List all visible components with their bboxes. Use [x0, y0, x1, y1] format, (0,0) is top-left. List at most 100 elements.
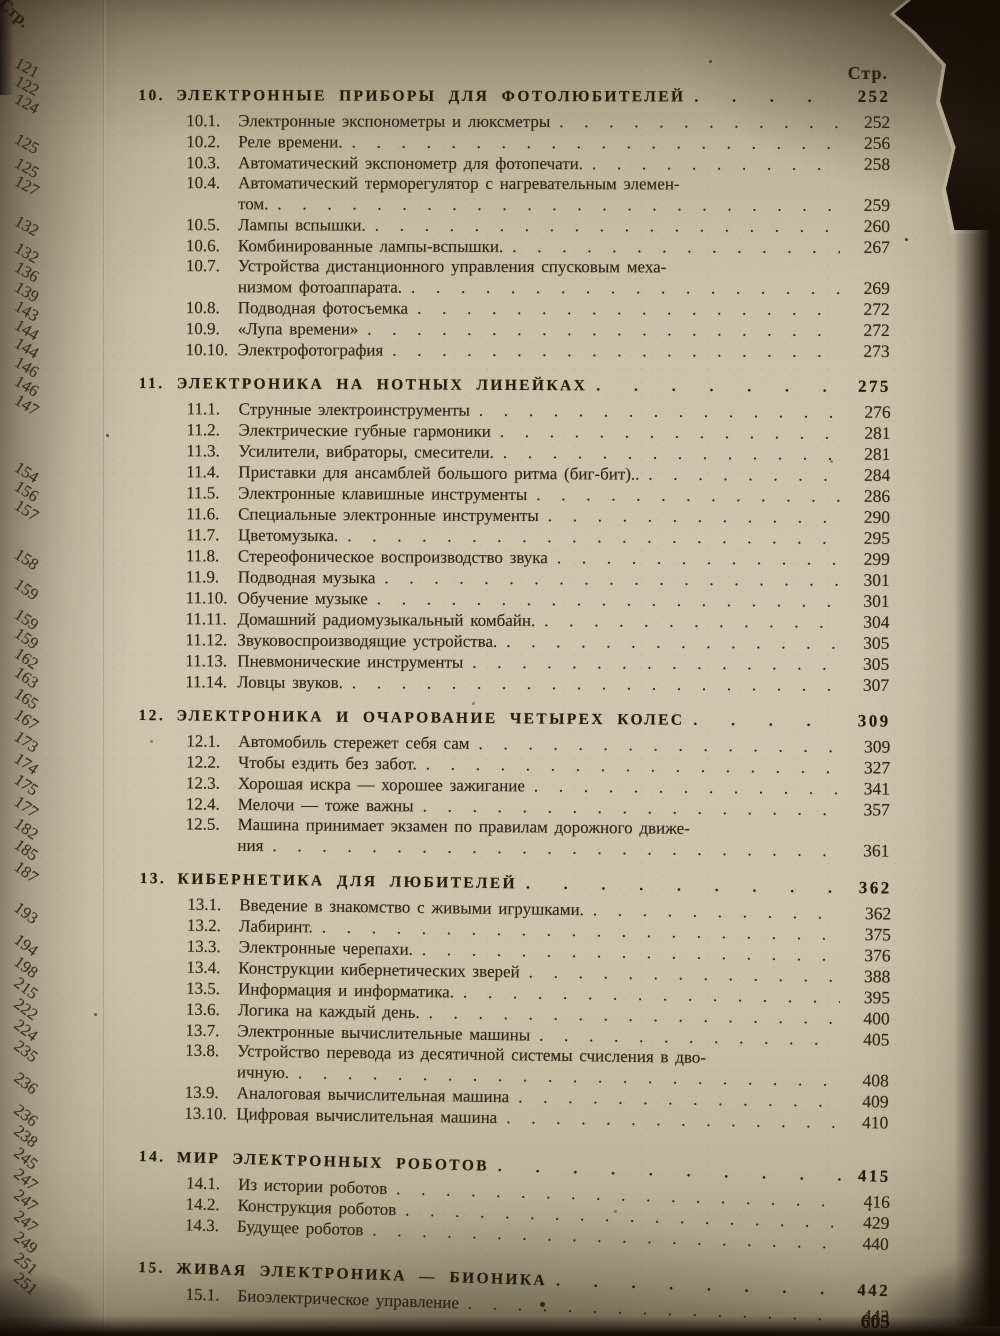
- toc-item-number: 11.6.: [186, 504, 220, 524]
- toc-item-number: 11.2.: [186, 420, 220, 440]
- dot-leader: . . . . . . . . . . . . . . . . . . . . …: [536, 485, 841, 507]
- toc-item-title: Специальные электронные инструменты: [238, 504, 539, 526]
- toc-item-title: Устройства дистанционного управления спу…: [237, 256, 667, 277]
- toc-chapter-title: ЭЛЕКТРОНИКА НА НОТНЫХ ЛИНЕЙКАХ: [176, 375, 588, 395]
- toc-item-number: 14.2.: [185, 1194, 220, 1215]
- toc-item-title: «Лупа времени»: [237, 319, 359, 339]
- dot-leader: . . . . . . . . . . . . . . . . . . . . …: [376, 589, 840, 611]
- dot-leader: . . . . . . . . . . . . . . . . . . . . …: [367, 319, 839, 341]
- toc-item-page: 305: [863, 632, 890, 653]
- toc-item: 11.2. Электрические губные гармоники . . .…: [138, 419, 890, 444]
- toc-item-number: 13.10.: [184, 1103, 227, 1124]
- toc-chapter-heading: 12. ЭЛЕКТРОНИКА И ОЧАРОВАНИЕ ЧЕТЫРЕХ КОЛЕ…: [138, 704, 890, 733]
- facing-page-number: 127: [11, 171, 43, 201]
- toc-item-title: Логика на каждый день.: [237, 1000, 420, 1022]
- toc-item-page: 256: [863, 132, 891, 153]
- toc-item-page: 375: [864, 924, 892, 945]
- toc-item-page: 301: [863, 590, 890, 611]
- toc-item-number: 11.8.: [185, 546, 220, 566]
- toc-chapter-section: 11. ЭЛЕКТРОНИКА НА НОТНЫХ ЛИНЕЙКАХ . . . .…: [137, 372, 891, 696]
- toc-item-title: Пневмонические инструменты: [237, 651, 464, 672]
- toc-chapter-page: 252: [857, 86, 891, 106]
- toc-item-number: 12.2.: [186, 752, 221, 772]
- toc-item-title: Электронные экспонометры и люксметры: [238, 111, 551, 132]
- dot-leader: . . . . . . . . . . . . . . . . . . . . …: [559, 112, 841, 133]
- toc-item-number: 11.11.: [185, 609, 227, 629]
- toc-item-number: 10.10.: [185, 340, 229, 360]
- toc-item-title-continued: ния: [237, 835, 264, 856]
- dot-leader: . . . . . . . . . . . . . . . . . . . . …: [351, 132, 841, 154]
- toc-item-title: Приставки для ансамблей большого ритма (…: [238, 462, 640, 484]
- toc-item-number: 10.7.: [185, 256, 220, 276]
- toc-item-number: 15.1.: [185, 1284, 220, 1305]
- toc-item-number: 10.2.: [186, 132, 221, 152]
- facing-page-number: 193: [10, 897, 42, 928]
- toc-item-title: Биоэлектрическое управление: [237, 1286, 460, 1313]
- facing-page-number: 236: [10, 1068, 42, 1099]
- dot-leader: . . . . . . . . . . . . . . . . . . . . …: [499, 421, 841, 444]
- dot-leader: . . . . . . . . . . . . . . . . . . . . …: [478, 733, 840, 757]
- toc-item-title-continued: том.: [238, 194, 269, 214]
- toc-chapter-number: 11.: [138, 375, 165, 393]
- toc-item-page: 410: [861, 1112, 889, 1133]
- toc-item-number: 11.4.: [186, 462, 220, 482]
- toc-item-page: 301: [863, 569, 890, 590]
- toc-item-title: Чтобы ездить без забот.: [238, 752, 417, 774]
- toc-item-title: Конструкции кибернетических зверей: [238, 958, 520, 982]
- bottom-edge-shadow: [0, 1316, 1000, 1336]
- toc-item-page: 429: [862, 1212, 890, 1233]
- toc-item-number: 11.3.: [186, 441, 220, 461]
- dot-leader: . . . . . . . . . . . . . . . . . . . . …: [596, 377, 841, 397]
- toc-item: 10.3. Автоматический экспонометр для фото…: [138, 152, 890, 175]
- dot-leader: . . . . . . . . . . . . . . . . . . . . …: [425, 754, 840, 779]
- toc-item-page: 309: [863, 736, 891, 757]
- toc-item-number: 10.5.: [185, 215, 221, 235]
- toc-item-number: 10.6.: [185, 236, 220, 256]
- toc-item-number: 10.1.: [186, 111, 221, 131]
- toc-item-page: 388: [863, 966, 891, 987]
- bottom-right-corner-shadow: [870, 1256, 1000, 1336]
- toc-item: 11.8. Стереофоническое воспроизводство зв…: [138, 545, 890, 570]
- dot-leader: . . . . . . . . . . . . . . . . . . . . …: [517, 873, 842, 898]
- toc-item-title: Автоматический терморегулятор с нагреват…: [238, 173, 680, 194]
- torn-corner-shadow: [894, 0, 1000, 230]
- toc-item-title: Комбинированные лампы-вспышки.: [237, 236, 504, 256]
- toc-content: Стр. 10. ЭЛЕКТРОННЫЕ ПРИБОРЫ ДЛЯ ФОТОЛЮБИ…: [137, 62, 892, 1334]
- dot-leader: . . . . . . . . . . . . . . . . . . . . …: [694, 88, 840, 107]
- dot-leader: . . . . . . . . . . . . . . . . . . . . …: [512, 236, 840, 258]
- toc-item-page: 260: [863, 215, 891, 236]
- toc-item: 11.7. Цветомузыка. . . . . . . . . . . . .…: [138, 524, 890, 549]
- toc-item-number: 11.13.: [185, 651, 228, 671]
- toc-item: 10.7. Устройства дистанционного управлени…: [138, 256, 890, 278]
- toc-chapter-number: 13.: [139, 870, 167, 888]
- toc-chapter-title: ЭЛЕКТРОНИКА И ОЧАРОВАНИЕ ЧЕТЫРЕХ КОЛЕС: [176, 707, 685, 729]
- toc-item-title: Звуковоспроизводящие устройства.: [237, 630, 498, 651]
- column-header-page: Стр.: [847, 63, 888, 83]
- dot-leader: . . . . . . . . . . . . . . . . . . . . …: [506, 631, 840, 654]
- toc-item: 10.5. Лампы вспышки. . . . . . . . . . . .…: [138, 214, 890, 237]
- toc-item-number: 11.10.: [185, 588, 228, 608]
- toc-item-title: Цифровая вычислительная машина: [236, 1104, 498, 1128]
- toc-item-title: Мелочи — тоже важны: [237, 794, 414, 816]
- facing-page-number: 147: [11, 390, 43, 420]
- toc-item-title: Электронные черепахи.: [238, 937, 414, 959]
- toc-item-number: 11.5.: [186, 483, 220, 503]
- dot-leader: . . . . . . . . . . . . . . . . . . . . …: [351, 673, 839, 696]
- toc-item-number: 10.3.: [186, 153, 221, 173]
- toc-item: 10.6. Комбинированные лампы-вспышки. . . .…: [138, 235, 890, 258]
- toc-item-title: Подводная музыка: [237, 567, 376, 588]
- toc-item-page: 395: [863, 987, 891, 1008]
- toc-item: 10.1. Электронные экспонометры и люксметр…: [138, 110, 890, 133]
- toc-item-page: 327: [863, 757, 891, 778]
- dot-leader: . . . . . . . . . . . . . . . . . . . . …: [411, 277, 840, 299]
- facing-page-number: 187: [10, 856, 42, 887]
- toc-item-number: 14.3.: [184, 1215, 220, 1236]
- toc-item-number: 13.3.: [186, 936, 221, 957]
- toc-chapter-title: КИБЕРНЕТИКА ДЛЯ ЛЮБИТЕЛЕЙ: [177, 870, 518, 893]
- toc-item-number: 10.9.: [185, 319, 220, 339]
- toc-chapter-section: 12. ЭЛЕКТРОНИКА И ОЧАРОВАНИЕ ЧЕТЫРЕХ КОЛЕ…: [137, 704, 890, 862]
- toc-item-page: 362: [864, 903, 892, 924]
- facing-page-number: 235: [10, 1036, 42, 1067]
- toc-item: 11.12. Звуковоспроизводящие устройства. . …: [137, 629, 889, 654]
